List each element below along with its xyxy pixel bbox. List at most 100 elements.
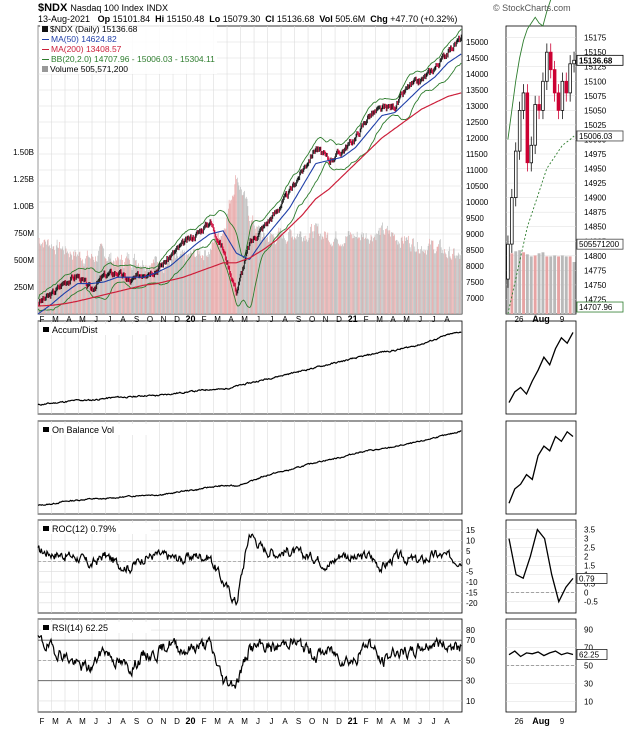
volume-y-tick-label: 750M xyxy=(14,229,34,238)
volume-bar xyxy=(277,231,279,314)
indicator-label-bg xyxy=(41,424,151,435)
volume-bar xyxy=(81,260,82,314)
volume-bar xyxy=(403,243,404,314)
volume-bar xyxy=(451,259,453,314)
price-y-tick-label: 13000 xyxy=(466,102,489,111)
volume-value: 505.6M xyxy=(335,14,366,24)
x-tick-label: M xyxy=(214,315,221,324)
volume-bar xyxy=(331,246,333,314)
volume-bar xyxy=(152,259,154,314)
volume-bar xyxy=(362,237,364,314)
volume-bar xyxy=(373,238,374,314)
legend-price: $NDX (Daily) 15136.68 xyxy=(42,24,215,34)
x-tick-label: J xyxy=(94,717,98,726)
volume-bar xyxy=(75,252,77,314)
volume-bar xyxy=(321,235,323,314)
volume-bar xyxy=(283,235,285,314)
volume-bar xyxy=(150,270,152,314)
volume-bar xyxy=(371,236,373,314)
obv-panel[interactable]: On Balance Vol xyxy=(37,421,574,514)
volume-bar xyxy=(320,233,321,314)
volume-bar xyxy=(280,228,281,314)
volume-bar xyxy=(224,229,226,314)
zoom-y-tick-label: 14750 xyxy=(584,281,607,290)
zoom-volume-bar xyxy=(560,255,564,314)
volume-bar xyxy=(165,266,166,314)
y-tick-label: 5 xyxy=(466,547,471,556)
bollinger-upper-line xyxy=(37,28,462,299)
volume-bar xyxy=(201,258,202,314)
volume-bar xyxy=(289,229,291,314)
volume-bar xyxy=(174,255,175,314)
accum-dist-panel[interactable]: Accum/Dist xyxy=(37,321,574,414)
volume-bar xyxy=(411,244,413,314)
volume-bar xyxy=(95,256,96,314)
volume-bar xyxy=(229,203,231,314)
zoom-roc-line xyxy=(508,528,574,604)
volume-bar xyxy=(282,232,284,314)
volume-bar xyxy=(326,234,328,314)
volume-bar xyxy=(306,239,307,314)
price-panel[interactable]: 7000 7500 8000 8500 9000 9500 10000 10500 11000 1… xyxy=(13,26,489,324)
y-tick-label: -20 xyxy=(466,599,478,608)
volume-bar xyxy=(380,227,382,314)
volume-bar xyxy=(302,241,303,314)
volume-bar xyxy=(297,233,298,314)
volume-bar xyxy=(250,225,251,314)
volume-bar xyxy=(161,270,162,314)
volume-bar xyxy=(55,245,57,314)
obv-line xyxy=(38,430,462,506)
indicator-label-swatch xyxy=(43,427,49,432)
volume-bar xyxy=(413,238,414,314)
x-tick-label: O xyxy=(309,315,315,324)
volume-bar xyxy=(407,239,409,314)
zoom-y-tick-label: 50 xyxy=(584,662,593,671)
volume-bar xyxy=(315,223,316,314)
volume-bar xyxy=(195,257,197,314)
volume-bar xyxy=(91,255,93,314)
volume-bar xyxy=(376,233,378,314)
zoom-volume-bar xyxy=(529,256,533,314)
volume-bar xyxy=(51,244,52,314)
volume-bar xyxy=(342,246,344,314)
y-tick-label: 70 xyxy=(466,636,475,645)
x-tick-label: J xyxy=(108,315,112,324)
volume-bar xyxy=(299,231,301,314)
zoom-y-tick-label: -0.5 xyxy=(584,598,598,607)
volume-bar xyxy=(51,248,53,314)
volume-bar xyxy=(109,258,111,314)
volume-bar xyxy=(378,230,379,314)
price-y-tick-label: 12000 xyxy=(466,134,489,143)
volume-bar xyxy=(134,253,135,314)
zoom-y-tick-label: 0.5 xyxy=(584,580,596,589)
zoom-candle-body xyxy=(537,104,541,111)
volume-bar xyxy=(447,258,448,314)
volume-bar xyxy=(132,264,134,314)
volume-bar xyxy=(225,228,227,314)
volume-label: Vol xyxy=(319,14,333,24)
panel-frames xyxy=(37,25,577,713)
volume-bar xyxy=(162,270,164,314)
volume-bar xyxy=(169,261,170,314)
volume-bar xyxy=(325,231,326,314)
volume-bar xyxy=(452,253,453,314)
volume-bar xyxy=(415,252,417,314)
volume-bar xyxy=(197,248,199,314)
accum-dist-line xyxy=(37,331,462,406)
volume-bar xyxy=(258,226,260,314)
zoom-value-tag-box xyxy=(576,238,624,250)
volume-bar xyxy=(408,235,409,314)
zoom-x-tick-label: Aug xyxy=(532,314,550,324)
volume-bar xyxy=(207,257,209,314)
volume-bar xyxy=(60,249,62,314)
legend-ma200-swatch xyxy=(42,49,49,51)
zoom-candle-body xyxy=(517,110,522,152)
volume-bar xyxy=(189,253,191,314)
zoom-panel[interactable]: 1472514750147751480014825148501487514900… xyxy=(506,0,624,324)
x-tick-label: A xyxy=(444,717,450,726)
zoom-volume-bar xyxy=(522,252,525,314)
zoom-x-tick-label: 9 xyxy=(560,315,565,324)
volume-bar xyxy=(374,234,376,314)
